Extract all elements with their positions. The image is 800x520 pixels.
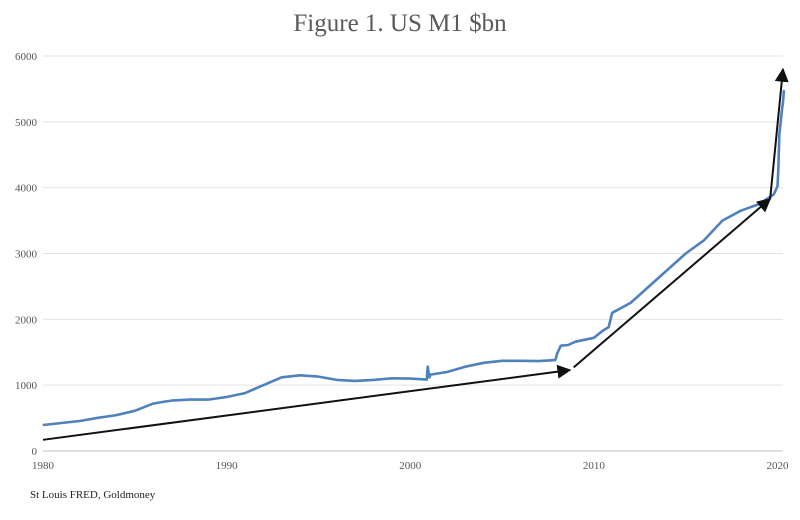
data-point bbox=[593, 337, 595, 339]
series bbox=[42, 89, 786, 427]
chart-title: Figure 1. US M1 $bn bbox=[293, 10, 507, 37]
data-point bbox=[426, 378, 428, 381]
data-point bbox=[161, 401, 163, 403]
data-point bbox=[207, 399, 209, 401]
y-tick-label: 5000 bbox=[15, 117, 38, 129]
data-point bbox=[501, 360, 503, 362]
y-tick-label: 0 bbox=[32, 446, 38, 458]
data-point bbox=[372, 379, 375, 381]
data-point bbox=[782, 101, 784, 103]
data-point bbox=[152, 403, 154, 405]
data-point bbox=[602, 329, 604, 332]
data-point bbox=[685, 252, 687, 255]
data-point bbox=[483, 362, 485, 364]
data-point bbox=[428, 376, 431, 378]
data-point bbox=[611, 312, 613, 314]
y-tick-label: 6000 bbox=[15, 51, 38, 63]
data-point bbox=[391, 377, 393, 379]
data-point bbox=[464, 366, 466, 368]
trend-arrow bbox=[769, 67, 789, 199]
data-point bbox=[773, 193, 775, 195]
annotations bbox=[42, 67, 789, 441]
x-tick-label: 1990 bbox=[216, 460, 239, 472]
data-point bbox=[519, 360, 522, 362]
x-tick-label: 1980 bbox=[32, 460, 55, 472]
data-point bbox=[97, 417, 99, 419]
data-point bbox=[721, 219, 724, 222]
data-point bbox=[42, 424, 44, 426]
grid bbox=[43, 55, 783, 452]
y-tick-label: 2000 bbox=[15, 314, 38, 326]
data-point bbox=[409, 377, 411, 380]
data-point bbox=[429, 374, 432, 376]
data-point bbox=[781, 108, 783, 110]
x-tick-label: 2010 bbox=[583, 460, 606, 472]
data-point bbox=[740, 210, 742, 212]
data-point bbox=[134, 410, 136, 412]
data-point bbox=[607, 326, 610, 328]
data-point bbox=[299, 374, 301, 376]
data-point bbox=[538, 360, 540, 362]
data-point bbox=[244, 392, 246, 394]
trend-arrow bbox=[42, 364, 572, 441]
trend-arrow bbox=[573, 197, 772, 369]
y-tick-label: 4000 bbox=[15, 183, 38, 195]
data-point bbox=[262, 384, 264, 386]
data-point bbox=[574, 341, 577, 343]
data-point bbox=[666, 269, 668, 271]
x-tick-label: 2020 bbox=[766, 460, 789, 472]
data-point bbox=[336, 379, 338, 381]
axes: 0 1000 2000 3000 4000 5000 6000 1980 1990 2000 201… bbox=[15, 51, 789, 472]
data-point bbox=[189, 399, 191, 401]
data-point bbox=[446, 371, 448, 373]
data-point bbox=[567, 344, 569, 346]
data-point bbox=[703, 239, 705, 241]
data-point bbox=[317, 376, 320, 378]
data-point bbox=[60, 422, 62, 424]
series-line bbox=[42, 90, 786, 427]
data-point bbox=[560, 345, 562, 347]
y-tick-label: 3000 bbox=[15, 249, 38, 261]
data-point bbox=[556, 352, 558, 355]
data-point bbox=[777, 167, 780, 169]
data-point bbox=[776, 185, 779, 187]
data-point bbox=[354, 380, 356, 382]
data-point bbox=[170, 400, 173, 402]
data-point bbox=[281, 376, 283, 378]
y-tick-label: 1000 bbox=[15, 380, 38, 392]
data-point bbox=[778, 134, 780, 136]
data-point bbox=[629, 302, 632, 304]
x-tick-label: 2000 bbox=[399, 460, 422, 472]
data-point bbox=[554, 359, 556, 361]
data-point bbox=[427, 366, 429, 368]
data-point bbox=[79, 420, 81, 422]
data-point bbox=[648, 285, 650, 288]
data-point bbox=[115, 414, 118, 416]
data-point bbox=[783, 89, 785, 91]
source-note: St Louis FRED, Goldmoney bbox=[30, 489, 156, 501]
data-point bbox=[758, 203, 760, 205]
data-point bbox=[226, 396, 228, 398]
